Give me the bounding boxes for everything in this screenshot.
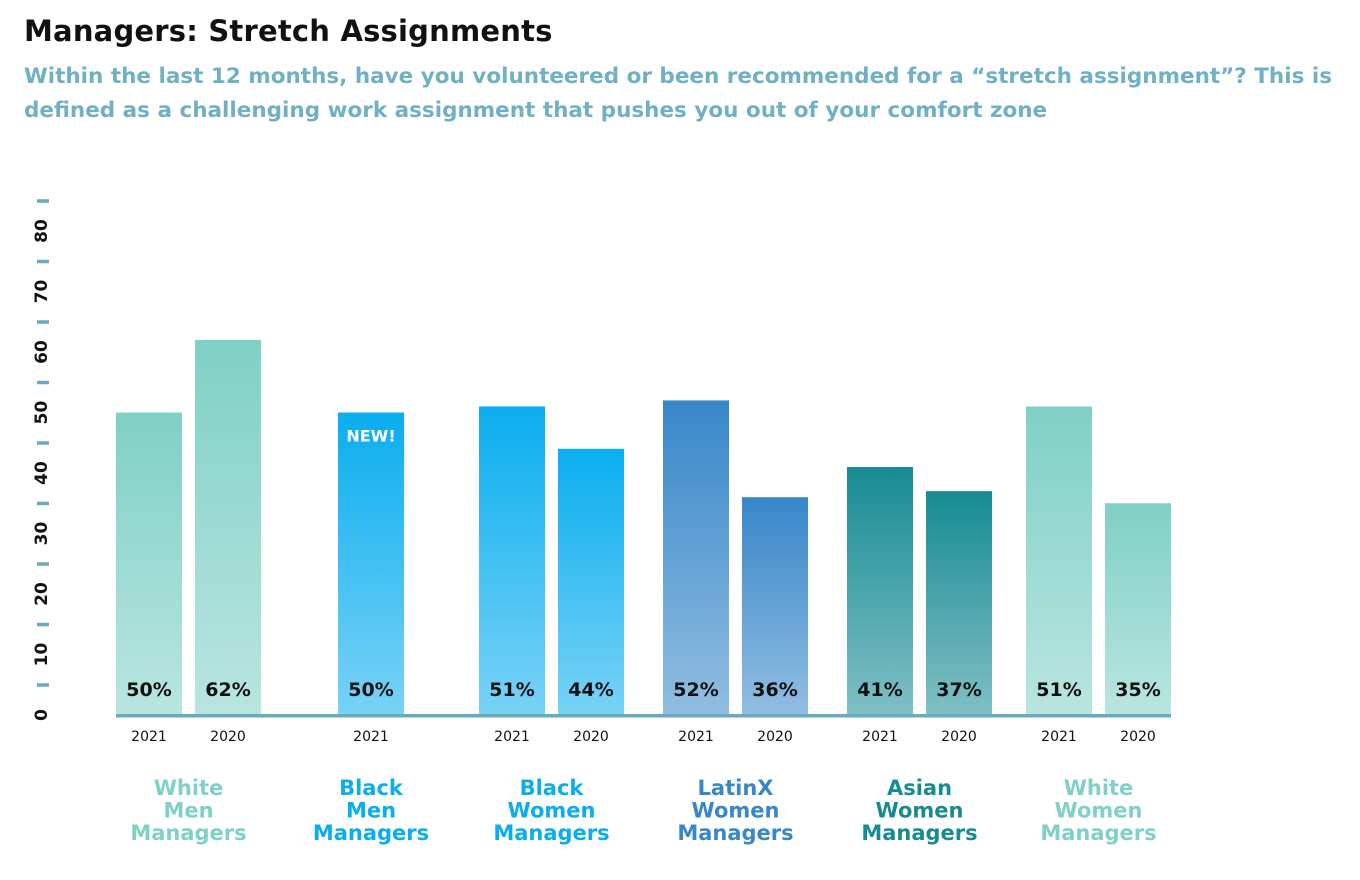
year-label: 2020	[757, 729, 793, 745]
bar	[479, 406, 545, 714]
y-tick-label: 30	[32, 522, 52, 546]
bar-value-label: 50%	[126, 679, 171, 701]
bar	[338, 412, 404, 714]
bar-value-label: 50%	[348, 679, 393, 701]
year-label: 2020	[210, 729, 246, 745]
y-tick-label: 0	[32, 709, 52, 721]
bar	[558, 448, 624, 714]
bar-value-label: 37%	[936, 679, 981, 701]
bar	[195, 339, 261, 714]
year-label: 2021	[353, 729, 389, 745]
bar	[1026, 406, 1092, 714]
bar-value-label: 51%	[1036, 679, 1081, 701]
y-tick-mark	[37, 683, 49, 687]
category-label: White Women Managers	[1040, 776, 1156, 845]
labels: 50% 2021 62% 2020 White Men Managers 50% 2021 NEW…	[126, 427, 1160, 846]
category-label: LatinX Women Managers	[677, 776, 793, 845]
category-label: Asian Women Managers	[861, 776, 977, 845]
y-tick-label: 40	[32, 461, 52, 485]
bar	[926, 491, 992, 714]
y-tick-label: 20	[32, 582, 52, 606]
year-label: 2021	[1041, 729, 1077, 745]
year-label: 2021	[494, 729, 530, 745]
y-tick-mark	[37, 259, 49, 264]
year-label: 2020	[573, 729, 609, 745]
year-label: 2021	[131, 729, 167, 745]
y-tick-label: 10	[32, 643, 52, 667]
year-label: 2020	[941, 729, 977, 745]
year-label: 2021	[678, 729, 714, 745]
bar-value-label: 41%	[857, 679, 902, 701]
bars	[116, 339, 1171, 718]
category-label: Black Men Managers	[313, 776, 429, 845]
chart-title: Managers: Stretch Assignments	[24, 14, 553, 48]
chart-subtitle: Within the last 12 months, have you volu…	[24, 64, 1333, 123]
y-tick-mark	[37, 199, 49, 203]
y-tick-label: 80	[32, 219, 52, 243]
bar-value-label: 51%	[489, 679, 534, 701]
y-tick-label: 50	[32, 401, 52, 425]
new-badge: NEW!	[346, 427, 395, 446]
y-tick-mark	[37, 501, 49, 506]
x-axis-line	[116, 714, 1171, 718]
bar	[663, 400, 729, 714]
y-tick-mark	[37, 320, 49, 324]
category-label: Black Women Managers	[493, 776, 609, 845]
bar-value-label: 36%	[752, 679, 797, 701]
bar	[116, 412, 182, 714]
category-label: White Men Managers	[130, 776, 246, 845]
y-tick-label: 70	[32, 280, 52, 304]
y-tick-mark	[37, 622, 49, 627]
bar-value-label: 35%	[1115, 679, 1160, 701]
y-tick-label: 60	[32, 340, 52, 364]
y-tick-mark	[37, 562, 49, 566]
bar	[847, 466, 913, 714]
year-label: 2020	[1120, 729, 1156, 745]
bar-value-label: 44%	[568, 679, 613, 701]
y-tick-mark	[37, 380, 49, 385]
bar	[742, 497, 808, 714]
year-label: 2021	[862, 729, 898, 745]
bar-value-label: 52%	[673, 679, 718, 701]
y-axis: 0 10 20 30 40 50 60 70 80	[32, 199, 52, 721]
y-tick-mark	[37, 441, 49, 445]
bar	[1105, 503, 1171, 714]
bar-value-label: 62%	[205, 679, 250, 701]
